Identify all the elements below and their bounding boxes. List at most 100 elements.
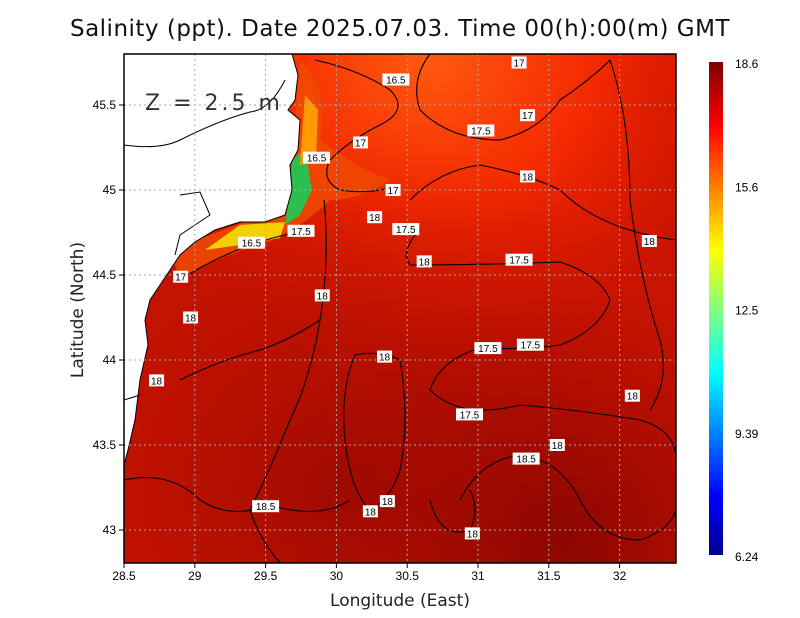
contour-label: 17 (385, 184, 401, 197)
contour-label-bg (173, 270, 189, 283)
contour-label: 17 (520, 109, 536, 122)
contour-label-bg (624, 389, 640, 402)
contour-label: 17.5 (505, 253, 533, 267)
contour-label-text: 18 (522, 172, 534, 183)
contour-label-bg (362, 505, 378, 518)
contour-label-text: 17.5 (478, 344, 498, 355)
contour-lines (124, 54, 676, 563)
contour-label-text: 18 (419, 257, 431, 268)
contour-label-bg (511, 56, 527, 69)
contour-label: 17.5 (467, 124, 495, 138)
contour-label: 16.5 (237, 236, 265, 250)
y-tick-label: 45.5 (93, 98, 117, 112)
contour-label-text: 16.5 (307, 154, 327, 165)
colorbar-tick-label: 9.39 (735, 427, 759, 441)
contour-label: 18 (362, 505, 378, 518)
x-tick-label: 30.5 (396, 569, 420, 583)
colorbar-ticks: 18.6 15.6 12.5 9.39 6.24 (735, 57, 759, 564)
contour-label: 18 (416, 255, 432, 268)
contour-label-bg (237, 236, 265, 249)
contour-label: 18 (520, 170, 536, 183)
contour-label: 17.5 (516, 338, 544, 352)
contour-label: 18 (379, 495, 395, 508)
contour-label-bg (379, 495, 395, 508)
freshwater-plume-green (285, 150, 312, 225)
contour-label-text: 17.5 (509, 256, 529, 267)
contour-label: 18 (314, 289, 330, 302)
contour-label-text: 17 (514, 59, 526, 70)
contour-label-bg (183, 311, 199, 324)
depth-label: Z = 2.5 m (145, 91, 283, 116)
contour-label-bg (382, 73, 410, 86)
contour-label-text: 16.5 (386, 76, 406, 87)
contour-label: 18 (624, 389, 640, 403)
contour-label: 18 (464, 527, 480, 540)
colorbar-tick-label: 18.6 (735, 57, 759, 71)
contour-label-text: 17.5 (521, 341, 541, 352)
contour-label-text: 18 (467, 529, 479, 540)
contour-label-text: 17 (175, 273, 187, 284)
contour-label-text: 17.5 (460, 410, 480, 421)
contour-label: 18 (377, 350, 393, 364)
contour-label-text: 17.5 (471, 127, 491, 138)
contour-label-bg (549, 439, 565, 451)
contour-label: 16.5 (382, 73, 410, 87)
contour-label-bg (467, 124, 495, 137)
x-axis-label: Longitude (East) (330, 591, 470, 611)
contour-label-bg (314, 289, 330, 302)
x-tick-label: 30 (330, 569, 344, 583)
contour-label-text: 18 (369, 213, 381, 224)
colorbar (709, 62, 723, 555)
contour-label-bg (385, 184, 401, 196)
colorbar-tick-label: 15.6 (735, 180, 759, 194)
contour-label-bg (416, 255, 432, 268)
contour-label: 17 (352, 136, 368, 149)
contour-label-bg (367, 211, 383, 224)
contour-label-bg (149, 374, 165, 387)
contour-label-bg (392, 223, 420, 236)
contour-label-bg (520, 170, 536, 183)
contour-label-bg (287, 224, 315, 237)
contour-label-bg (352, 136, 368, 149)
contour-label-bg (520, 109, 536, 122)
x-tick-label: 31 (471, 569, 485, 583)
contour-label: 18.5 (252, 500, 280, 513)
contour-label-bg (377, 350, 393, 363)
contour-label: 17.5 (456, 408, 484, 421)
contour-label-bg (303, 151, 331, 164)
contour-label: 18 (149, 374, 165, 387)
contour-label-bg (456, 408, 484, 421)
y-tick-label: 44.5 (93, 268, 117, 282)
plot-frame (123, 53, 677, 564)
y-tick-label: 44 (103, 353, 117, 367)
contour-label-text: 18 (382, 497, 394, 508)
freshwater-plume-yellow (205, 222, 285, 250)
contour-label-text: 18 (185, 314, 197, 325)
contour-label: 18 (641, 235, 657, 248)
contour-label-text: 18.5 (256, 502, 276, 513)
contour-label: 17.5 (474, 342, 502, 355)
contour-label-text: 17.5 (291, 227, 311, 238)
contour-label: 18 (367, 211, 383, 224)
contour-label-bg (464, 527, 480, 540)
x-tick-label: 29 (188, 569, 202, 583)
contour-label-text: 17 (522, 111, 534, 122)
contour-label-text: 18 (644, 237, 656, 248)
inland-lines (124, 79, 286, 401)
contour-label-bg (641, 235, 657, 247)
contour-label: 17.5 (287, 224, 315, 238)
contour-label-text: 18 (151, 376, 163, 387)
contour-label-text: 18 (365, 507, 377, 518)
contour-label: 18.5 (512, 452, 540, 466)
contour-labels: 17 16.5 17 17.5 17 16.5 17 18 18 17.5 17.5 16.5 18 18… (149, 56, 657, 540)
y-axis-label: Latitude (North) (68, 242, 88, 378)
contour-label-text: 17 (355, 138, 367, 149)
x-tick-label: 32 (613, 569, 627, 583)
contour-label-text: 18 (552, 441, 564, 452)
x-tick-label: 31.5 (537, 569, 561, 583)
contour-label-text: 18 (317, 291, 329, 302)
x-axis-ticks: 28.5 29 29.5 30 30.5 31 31.5 32 (112, 563, 627, 583)
colorbar-tick-label: 6.24 (735, 550, 759, 564)
contour-label-text: 18.5 (516, 455, 536, 466)
